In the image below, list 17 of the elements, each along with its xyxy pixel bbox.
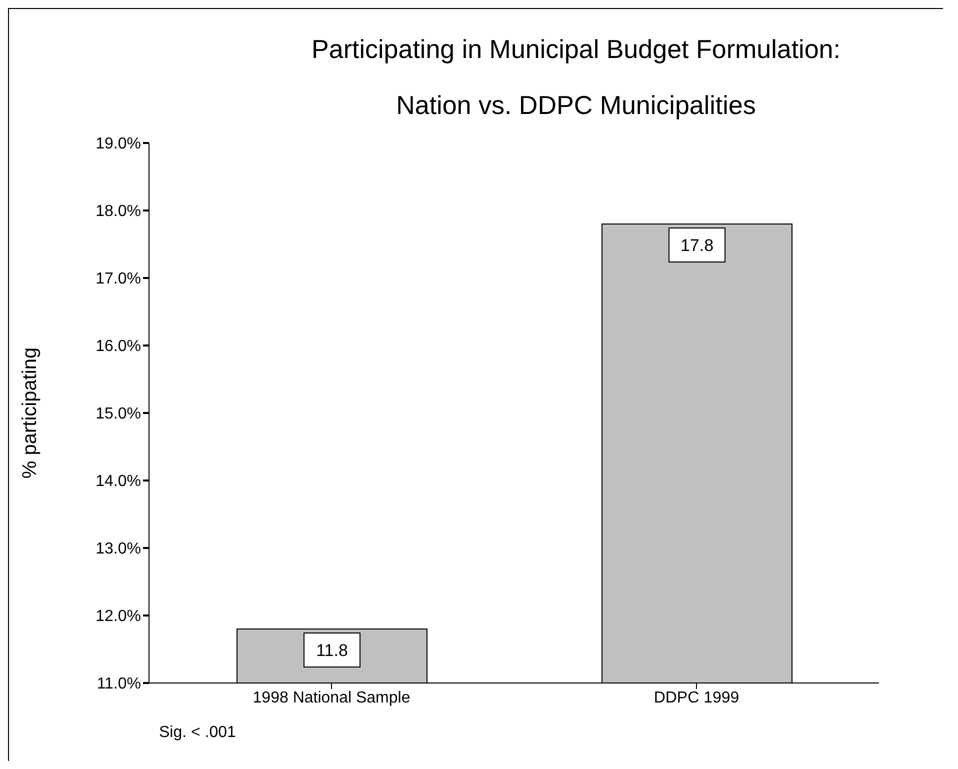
data-label: 11.8 — [316, 641, 348, 660]
y-tick-label: 13.0% — [96, 540, 141, 558]
y-tick-label: 19.0% — [96, 136, 141, 153]
x-tick-label: DDPC 1999 — [654, 689, 740, 706]
data-label: 17.8 — [680, 236, 714, 255]
chart-title: Participating in Municipal Budget Formulation: — [310, 33, 842, 66]
y-tick-label: 15.0% — [96, 406, 141, 423]
x-tick-label: 1998 National Sample — [252, 689, 410, 706]
y-tick-label: 14.0% — [96, 473, 141, 490]
y-tick-label: 12.0% — [96, 608, 141, 626]
y-axis-title: % participating — [19, 347, 42, 479]
y-tick-label: 18.0% — [96, 203, 141, 220]
y-tick-label: 17.0% — [96, 270, 141, 288]
y-tick-label: 11.0% — [96, 676, 141, 693]
text: Sig. < .001 — [159, 724, 236, 742]
chart-subtitle: Nation vs. DDPC Municipalities — [395, 89, 757, 122]
y-tick-label: 16.0% — [96, 338, 141, 356]
